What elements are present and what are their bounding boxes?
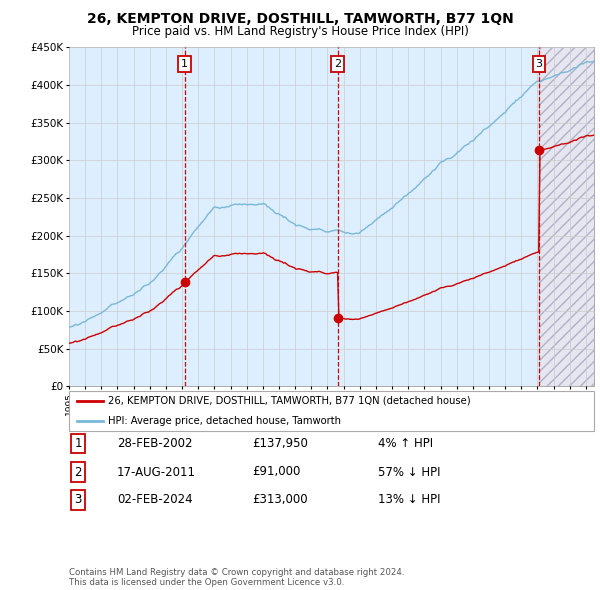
Bar — [69, 47, 539, 386]
Text: 1: 1 — [181, 59, 188, 69]
Text: £91,000: £91,000 — [252, 466, 301, 478]
Text: Contains HM Land Registry data © Crown copyright and database right 2024.
This d: Contains HM Land Registry data © Crown c… — [69, 568, 404, 587]
Text: 26, KEMPTON DRIVE, DOSTHILL, TAMWORTH, B77 1QN (detached house): 26, KEMPTON DRIVE, DOSTHILL, TAMWORTH, B… — [109, 396, 471, 405]
Text: 3: 3 — [74, 493, 82, 506]
Text: 2: 2 — [74, 466, 82, 478]
Text: 17-AUG-2011: 17-AUG-2011 — [117, 466, 196, 478]
Text: 28-FEB-2002: 28-FEB-2002 — [117, 437, 193, 450]
Text: 26, KEMPTON DRIVE, DOSTHILL, TAMWORTH, B77 1QN: 26, KEMPTON DRIVE, DOSTHILL, TAMWORTH, B… — [86, 12, 514, 26]
Text: 3: 3 — [535, 59, 542, 69]
Text: 02-FEB-2024: 02-FEB-2024 — [117, 493, 193, 506]
Text: 4% ↑ HPI: 4% ↑ HPI — [378, 437, 433, 450]
Bar — [539, 47, 594, 386]
Text: 2: 2 — [334, 59, 341, 69]
Text: £313,000: £313,000 — [252, 493, 308, 506]
Text: 13% ↓ HPI: 13% ↓ HPI — [378, 493, 440, 506]
Text: HPI: Average price, detached house, Tamworth: HPI: Average price, detached house, Tamw… — [109, 416, 341, 425]
Text: Price paid vs. HM Land Registry's House Price Index (HPI): Price paid vs. HM Land Registry's House … — [131, 25, 469, 38]
Text: £137,950: £137,950 — [252, 437, 308, 450]
Text: 1: 1 — [74, 437, 82, 450]
Text: 57% ↓ HPI: 57% ↓ HPI — [378, 466, 440, 478]
